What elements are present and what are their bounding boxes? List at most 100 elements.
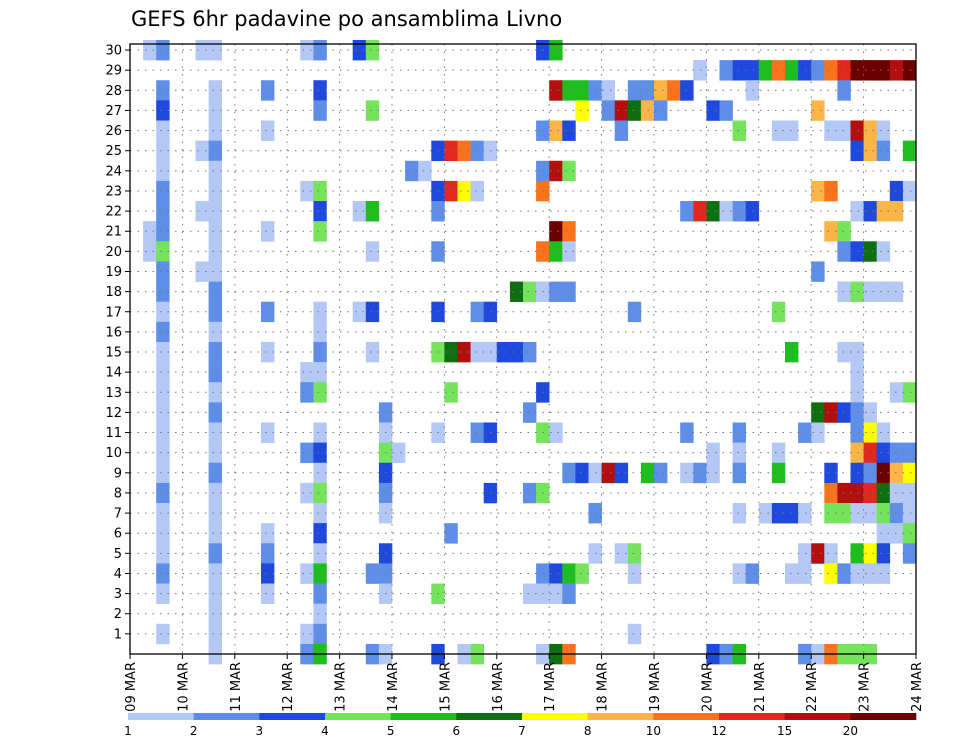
colorbar-swatch — [850, 713, 917, 720]
heatmap-cell — [863, 402, 877, 423]
y-tick-label: 15 — [105, 346, 122, 361]
heatmap-cell — [614, 462, 629, 484]
heatmap-cell — [850, 201, 864, 222]
colorbar-label: 10 — [646, 724, 661, 738]
heatmap-cell — [156, 180, 170, 202]
heatmap-cell — [313, 341, 327, 363]
heatmap-cell — [850, 462, 864, 484]
heatmap-cell — [706, 462, 720, 484]
heatmap-cell — [824, 503, 838, 524]
heatmap-cell — [837, 503, 851, 524]
heatmap-cell — [365, 100, 380, 121]
heatmap-cell — [300, 362, 314, 383]
heatmap-cell — [732, 120, 746, 141]
heatmap-cell — [575, 462, 589, 484]
heatmap-cell — [365, 39, 380, 61]
heatmap-cell — [208, 241, 222, 262]
colorbar-label: 5 — [387, 724, 395, 738]
y-tick-label: 5 — [114, 547, 122, 562]
heatmap-cell — [771, 60, 786, 81]
heatmap-cell — [156, 301, 170, 323]
heatmap-cell — [156, 563, 170, 584]
heatmap-cell — [549, 241, 563, 262]
y-axis-ticks: 1234567891011121314151617181920212223242… — [105, 44, 130, 642]
heatmap-cell — [562, 80, 576, 101]
heatmap-cell — [444, 341, 458, 363]
heatmap-cell — [208, 462, 222, 484]
heatmap-cell — [850, 60, 864, 81]
heatmap-cell — [509, 281, 524, 302]
heatmap-cell — [156, 543, 170, 564]
heatmap-cell — [614, 543, 629, 564]
heatmap-cell — [313, 543, 327, 564]
heatmap-cell — [850, 442, 864, 464]
y-tick-label: 4 — [114, 567, 122, 582]
heatmap-cell — [444, 523, 458, 544]
colorbar-label: 1 — [124, 724, 132, 738]
heatmap-cell — [392, 442, 406, 464]
heatmap-cell — [876, 523, 891, 544]
colorbar-swatch — [259, 713, 326, 720]
heatmap-cell — [575, 100, 589, 121]
heatmap-cell — [614, 100, 629, 121]
heatmap-cell — [562, 281, 576, 302]
heatmap-cell — [313, 382, 327, 403]
heatmap-cell — [457, 341, 471, 363]
y-tick-label: 28 — [105, 84, 122, 99]
heatmap-cell — [562, 462, 576, 484]
x-tick-label: 23 MAR — [858, 662, 873, 712]
heatmap-cell — [850, 422, 864, 443]
heatmap-cell — [863, 482, 877, 504]
heatmap-cell — [706, 201, 720, 222]
heatmap-cell — [811, 402, 825, 423]
y-tick-label: 17 — [105, 305, 122, 320]
heatmap-cell — [627, 623, 642, 645]
heatmap-cell — [863, 60, 877, 81]
x-tick-label: 20 MAR — [700, 662, 715, 712]
heatmap-cell — [313, 462, 327, 484]
heatmap-cell — [313, 603, 327, 625]
heatmap-cell — [876, 201, 891, 222]
heatmap-cell — [156, 523, 170, 544]
heatmap-cell — [470, 180, 484, 202]
heatmap-cell — [824, 60, 838, 81]
heatmap-cell — [876, 563, 891, 584]
heatmap-cell — [300, 39, 314, 61]
colorbar-swatch — [784, 713, 851, 720]
heatmap-cell — [208, 100, 222, 121]
heatmap-cell — [352, 301, 367, 323]
colorbar-label: 3 — [256, 724, 264, 738]
heatmap-cell — [863, 543, 877, 564]
y-tick-label: 7 — [114, 507, 122, 522]
heatmap-cell — [156, 221, 170, 242]
heatmap-cell — [143, 221, 157, 242]
heatmap-cell — [902, 60, 917, 81]
heatmap-cell — [850, 281, 864, 302]
heatmap-cell — [850, 140, 864, 162]
heatmap-cell — [156, 442, 170, 464]
colorbar-swatch — [719, 713, 785, 720]
heatmap-cell — [732, 563, 746, 584]
heatmap-cell — [470, 140, 484, 162]
heatmap-cell — [261, 422, 275, 443]
heatmap-cell — [680, 80, 694, 101]
heatmap-cell — [837, 341, 851, 363]
heatmap-cell — [654, 80, 668, 101]
heatmap-cell — [261, 221, 275, 242]
heatmap-cell — [575, 563, 589, 584]
heatmap-cell — [785, 563, 799, 584]
heatmap-cell — [785, 120, 799, 141]
heatmap-cell — [261, 583, 275, 604]
heatmap-cell — [824, 402, 838, 423]
heatmap-cell — [156, 160, 170, 182]
heatmap-cell — [208, 563, 222, 584]
heatmap-cell — [863, 462, 877, 484]
heatmap-cell — [850, 241, 864, 262]
heatmap-cell — [156, 462, 170, 484]
heatmap-cell — [549, 583, 563, 604]
y-tick-label: 27 — [105, 104, 122, 119]
heatmap-cell — [758, 503, 773, 524]
heatmap-cells — [143, 39, 917, 665]
x-tick-label: 11 MAR — [229, 662, 244, 712]
y-tick-label: 3 — [114, 587, 122, 602]
